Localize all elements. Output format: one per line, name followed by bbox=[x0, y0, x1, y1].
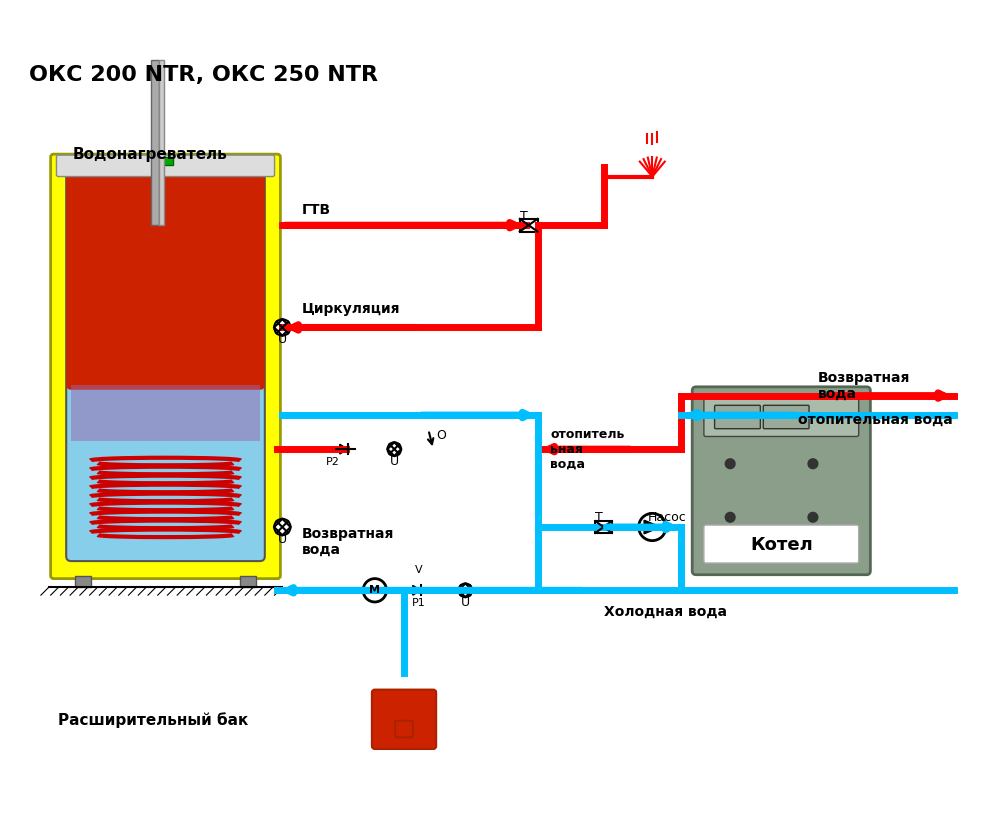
Text: P1: P1 bbox=[411, 598, 425, 608]
Text: V: V bbox=[415, 565, 422, 575]
Text: U: U bbox=[461, 595, 470, 609]
Text: T: T bbox=[520, 209, 527, 223]
FancyBboxPatch shape bbox=[396, 721, 413, 737]
Bar bbox=[158, 60, 163, 225]
Circle shape bbox=[725, 512, 735, 522]
Bar bbox=[151, 60, 158, 225]
Bar bbox=[157, 157, 173, 165]
Bar bbox=[75, 575, 91, 587]
Text: Холодная вода: Холодная вода bbox=[603, 605, 726, 619]
Polygon shape bbox=[275, 519, 290, 535]
Text: Насос: Насос bbox=[647, 511, 686, 525]
Text: U: U bbox=[390, 455, 399, 468]
Text: Возвратная
вода: Возвратная вода bbox=[302, 526, 395, 557]
Circle shape bbox=[808, 459, 818, 469]
Polygon shape bbox=[459, 584, 472, 597]
Text: Возвратная
вода: Возвратная вода bbox=[818, 371, 910, 401]
FancyBboxPatch shape bbox=[50, 154, 280, 579]
FancyBboxPatch shape bbox=[764, 405, 809, 429]
FancyBboxPatch shape bbox=[714, 405, 761, 429]
Circle shape bbox=[363, 579, 387, 602]
Text: U: U bbox=[277, 333, 287, 346]
Text: отопительная вода: отопительная вода bbox=[798, 413, 953, 427]
Circle shape bbox=[275, 319, 290, 335]
Text: ОКС 200 NTR, ОКС 250 NTR: ОКС 200 NTR, ОКС 250 NTR bbox=[30, 64, 378, 84]
Circle shape bbox=[808, 512, 818, 522]
Polygon shape bbox=[388, 442, 401, 456]
FancyBboxPatch shape bbox=[66, 172, 265, 561]
FancyBboxPatch shape bbox=[372, 690, 436, 749]
Bar bbox=[71, 384, 260, 441]
Text: Котел: Котел bbox=[750, 535, 813, 554]
FancyBboxPatch shape bbox=[66, 172, 265, 389]
FancyBboxPatch shape bbox=[704, 399, 859, 436]
Polygon shape bbox=[275, 319, 290, 335]
Text: M: M bbox=[369, 585, 381, 595]
FancyBboxPatch shape bbox=[692, 387, 871, 575]
Text: T: T bbox=[595, 511, 602, 525]
FancyBboxPatch shape bbox=[56, 155, 275, 177]
Circle shape bbox=[275, 519, 290, 535]
Text: ГТВ: ГТВ bbox=[302, 203, 331, 217]
Text: отопитель
ьная
вода: отопитель ьная вода bbox=[550, 428, 625, 470]
Circle shape bbox=[725, 459, 735, 469]
Circle shape bbox=[459, 584, 472, 597]
Circle shape bbox=[639, 514, 666, 540]
Polygon shape bbox=[645, 520, 660, 534]
Text: Циркуляция: Циркуляция bbox=[302, 302, 400, 316]
Circle shape bbox=[388, 442, 401, 456]
Text: P2: P2 bbox=[326, 457, 339, 467]
Polygon shape bbox=[413, 585, 420, 595]
Polygon shape bbox=[595, 521, 612, 533]
Text: O: O bbox=[436, 430, 446, 442]
Polygon shape bbox=[339, 445, 347, 454]
Text: Водонагреватель: Водонагреватель bbox=[73, 148, 227, 163]
Bar bbox=[240, 575, 256, 587]
FancyBboxPatch shape bbox=[704, 525, 859, 563]
Polygon shape bbox=[520, 219, 537, 232]
Text: Расширительный бак: Расширительный бак bbox=[58, 712, 249, 728]
Text: U: U bbox=[277, 533, 287, 545]
